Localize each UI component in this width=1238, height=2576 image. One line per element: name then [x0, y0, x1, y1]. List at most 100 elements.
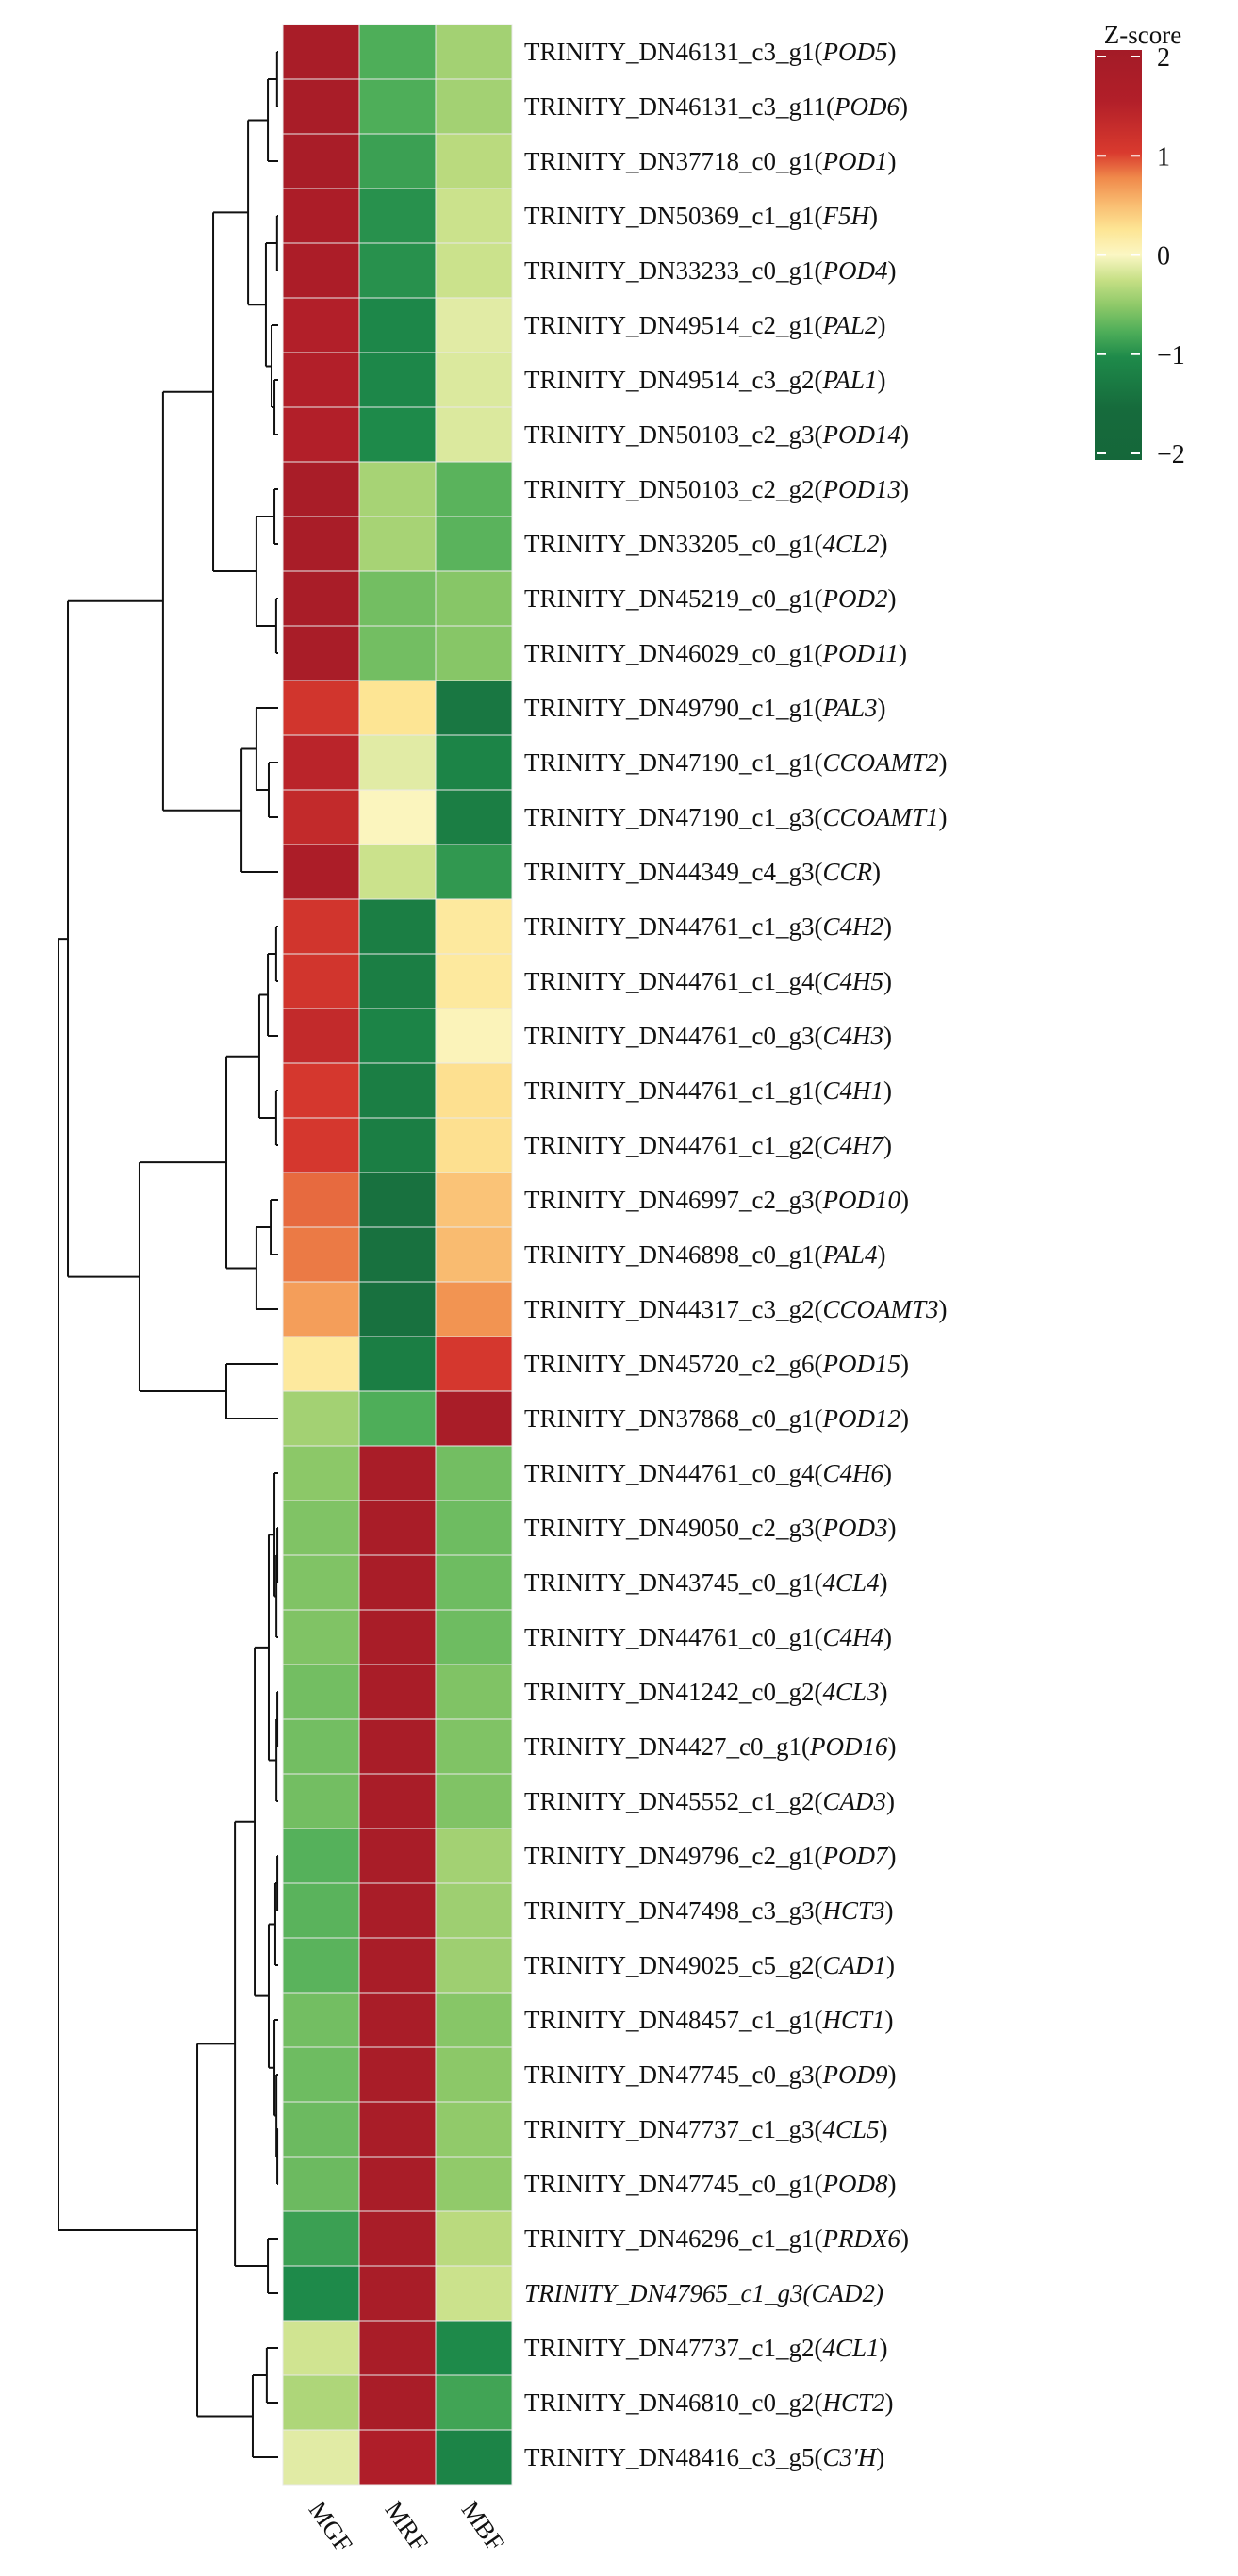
gene-name: PAL4 — [821, 1240, 877, 1269]
label-paren: ) — [877, 694, 885, 722]
label-paren: ) — [938, 1295, 947, 1323]
transcript-id: TRINITY_DN47745_c0_g1( — [524, 2170, 822, 2198]
gene-name: CAD3 — [822, 1787, 886, 1815]
row-label: TRINITY_DN44349_c4_g3(CCR) — [524, 858, 881, 886]
heatmap-cell-mrf — [358, 2101, 437, 2158]
column-labels: MGF MRF MBF — [304, 2496, 510, 2557]
heatmap-cell-mrf — [358, 734, 437, 791]
heatmap-cell-mrf — [358, 2156, 437, 2212]
gene-name: C4H7 — [822, 1131, 884, 1159]
heatmap-cell-mgf — [282, 734, 360, 791]
heatmap-cell-mrf — [358, 2210, 437, 2267]
gene-name: CCOAMT2 — [822, 748, 938, 777]
heatmap-cell-mbf — [435, 1554, 513, 1611]
label-paren: ) — [877, 311, 885, 339]
transcript-id: TRINITY_DN33233_c0_g1( — [524, 256, 822, 285]
heatmap-cell-mgf — [282, 516, 360, 572]
heatmap-cell-mgf — [282, 1390, 360, 1447]
legend-title: Z-score — [1104, 21, 1181, 49]
label-paren: ) — [883, 1022, 892, 1050]
heatmap-cell-mbf — [435, 789, 513, 845]
heatmap-cell-mbf — [435, 1172, 513, 1228]
heatmap-cell-mrf — [358, 1937, 437, 1994]
heatmap-cell-mgf — [282, 1992, 360, 2048]
heatmap-cell-mrf — [358, 1500, 437, 1556]
heatmap-cell-mgf — [282, 1609, 360, 1665]
heatmap-cell-mbf — [435, 2265, 513, 2322]
transcript-id: TRINITY_DN44761_c0_g1( — [524, 1623, 822, 1651]
label-paren: ) — [879, 1568, 887, 1597]
transcript-id: TRINITY_DN50369_c1_g1( — [524, 202, 822, 230]
heatmap-cell-mbf — [435, 1500, 513, 1556]
heatmap-cell-mgf — [282, 2320, 360, 2376]
transcript-id: TRINITY_DN49050_c2_g3( — [524, 1514, 822, 1542]
heatmap-cell-mrf — [358, 953, 437, 1009]
row-label: TRINITY_DN44761_c1_g4(C4H5) — [524, 967, 892, 995]
transcript-id: TRINITY_DN49514_c3_g2( — [524, 366, 822, 394]
transcript-id: TRINITY_DN48457_c1_g1( — [524, 2006, 822, 2034]
row-labels: TRINITY_DN46131_c3_g1(POD5)TRINITY_DN461… — [524, 38, 947, 2471]
heatmap-cell-mgf — [282, 2429, 360, 2486]
gene-name: POD3 — [821, 1514, 887, 1542]
heatmap-cell-mbf — [435, 1445, 513, 1501]
heatmap-cell-mgf — [282, 133, 360, 189]
heatmap-cell-mgf — [282, 78, 360, 135]
transcript-id: TRINITY_DN46898_c0_g1( — [524, 1240, 822, 1269]
heatmap-cell-mrf — [358, 188, 437, 244]
heatmap-cell-mbf — [435, 1664, 513, 1720]
legend-tick-label: −2 — [1157, 440, 1185, 469]
heatmap-cell-mgf — [282, 1500, 360, 1556]
label-paren: ) — [876, 2443, 884, 2471]
heatmap-cell-mbf — [435, 133, 513, 189]
row-label: TRINITY_DN46296_c1_g1(PRDX6) — [524, 2224, 909, 2253]
label-paren: ) — [900, 420, 909, 449]
heatmap-cell-mbf — [435, 1390, 513, 1447]
heatmap-cell-mbf — [435, 24, 513, 80]
label-paren: ) — [879, 530, 887, 558]
heatmap-cell-mbf — [435, 1773, 513, 1829]
gene-name: POD9 — [821, 2060, 887, 2089]
gene-name: CCOAMT3 — [822, 1295, 938, 1323]
row-label: TRINITY_DN47190_c1_g3(CCOAMT1) — [524, 803, 947, 831]
gene-name: HCT2 — [821, 2388, 884, 2417]
gene-name: CAD1 — [822, 1951, 886, 1979]
heatmap-cell-mrf — [358, 78, 437, 135]
heatmap-cell-mrf — [358, 1336, 437, 1392]
row-label: TRINITY_DN45720_c2_g6(POD15) — [524, 1350, 909, 1378]
row-label: TRINITY_DN49025_c5_g2(CAD1) — [524, 1951, 895, 1979]
heatmap-cell-mgf — [282, 844, 360, 900]
transcript-id: TRINITY_DN49796_c2_g1( — [524, 1842, 822, 1870]
gene-name: POD11 — [821, 639, 899, 667]
heatmap-cell-mbf — [435, 570, 513, 627]
heatmap-cell-mbf — [435, 188, 513, 244]
label-paren: ) — [886, 1951, 895, 1979]
heatmap-cell-mrf — [358, 406, 437, 463]
heatmap-cell-mbf — [435, 297, 513, 353]
legend-tick-label: 2 — [1157, 43, 1170, 73]
label-paren: ) — [879, 1678, 887, 1706]
transcript-id: TRINITY_DN44349_c4_g3( — [524, 858, 822, 886]
heatmap-cell-mbf — [435, 461, 513, 517]
heatmap-cell-mrf — [358, 1773, 437, 1829]
row-label: TRINITY_DN44761_c0_g1(C4H4) — [524, 1623, 892, 1651]
heatmap-cell-mrf — [358, 1609, 437, 1665]
label-paren: ) — [883, 1623, 892, 1651]
transcript-id: TRINITY_DN44761_c1_g1( — [524, 1076, 822, 1105]
gene-name: C4H5 — [822, 967, 883, 995]
heatmap-cell-mbf — [435, 1117, 513, 1173]
gene-name: 4CL1 — [822, 2334, 879, 2362]
heatmap-cell-mbf — [435, 2320, 513, 2376]
gene-name: C4H6 — [822, 1459, 883, 1487]
label-paren: ) — [872, 858, 881, 886]
heatmap-cell-mbf — [435, 78, 513, 135]
row-label: TRINITY_DN48457_c1_g1(HCT1) — [524, 2006, 893, 2034]
heatmap-cell-mgf — [282, 2265, 360, 2322]
heatmap-cell-mgf — [282, 953, 360, 1009]
label-paren: ) — [883, 912, 892, 941]
heatmap-cell-mbf — [435, 406, 513, 463]
heatmap-cell-mgf — [282, 1937, 360, 1994]
row-label: TRINITY_DN49790_c1_g1(PAL3) — [524, 694, 885, 722]
heatmap-cell-mrf — [358, 352, 437, 408]
heatmap-cell-mrf — [358, 1882, 437, 1939]
